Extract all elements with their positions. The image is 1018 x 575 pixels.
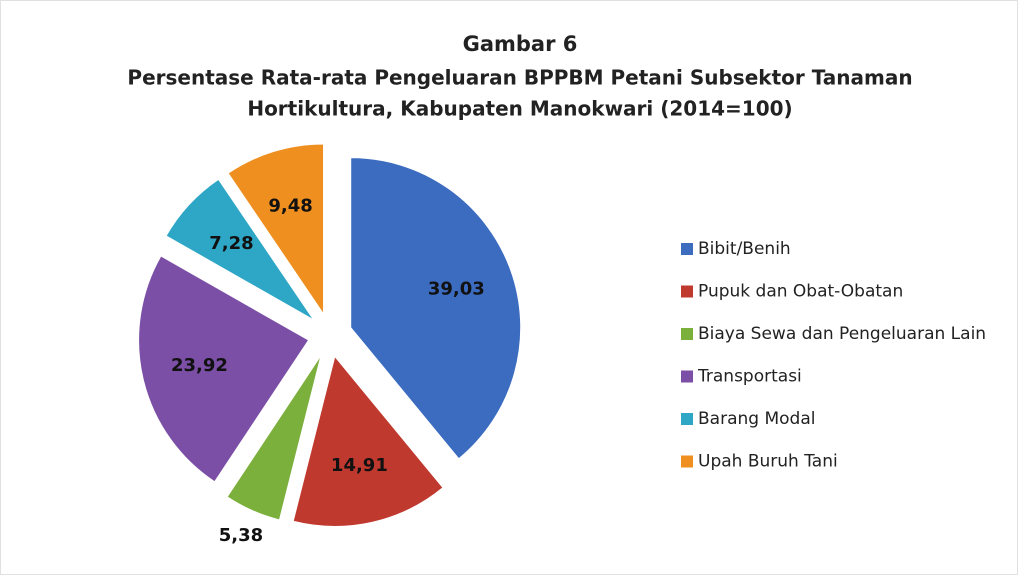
legend-swatch — [681, 285, 693, 298]
pie-slice — [227, 143, 325, 316]
data-label: 9,48 — [268, 196, 312, 217]
legend-swatch — [681, 243, 693, 255]
pie-slice — [226, 354, 322, 521]
data-label: 14,91 — [331, 455, 388, 476]
pie-slice — [350, 157, 522, 460]
data-label: 39,03 — [428, 279, 485, 300]
pie-slice — [138, 255, 310, 483]
legend-label: Bibit/Benih — [698, 239, 791, 259]
data-label: 23,92 — [171, 355, 228, 376]
chart-subtitle: Persentase Rata-rata Pengeluaran BPPBM P… — [127, 66, 912, 90]
data-label: 7,28 — [209, 233, 253, 254]
legend-swatch — [681, 328, 693, 340]
legend-swatch — [681, 370, 693, 383]
legend-label: Upah Buruh Tani — [698, 452, 838, 472]
pie-slice — [165, 178, 315, 321]
pie-slice — [292, 355, 444, 527]
chart-subtitle: Hortikultura, Kabupaten Manokwari (2014=… — [247, 97, 792, 121]
legend-swatch — [681, 455, 693, 468]
chart-title: Gambar 6 — [463, 32, 578, 56]
legend-label: Transportasi — [697, 367, 802, 387]
legend-label: Barang Modal — [698, 409, 815, 429]
legend-label: Pupuk dan Obat-Obatan — [698, 282, 903, 302]
legend-swatch — [681, 413, 693, 425]
legend-label: Biaya Sewa dan Pengeluaran Lain — [698, 324, 986, 344]
data-label: 5,38 — [219, 525, 263, 546]
